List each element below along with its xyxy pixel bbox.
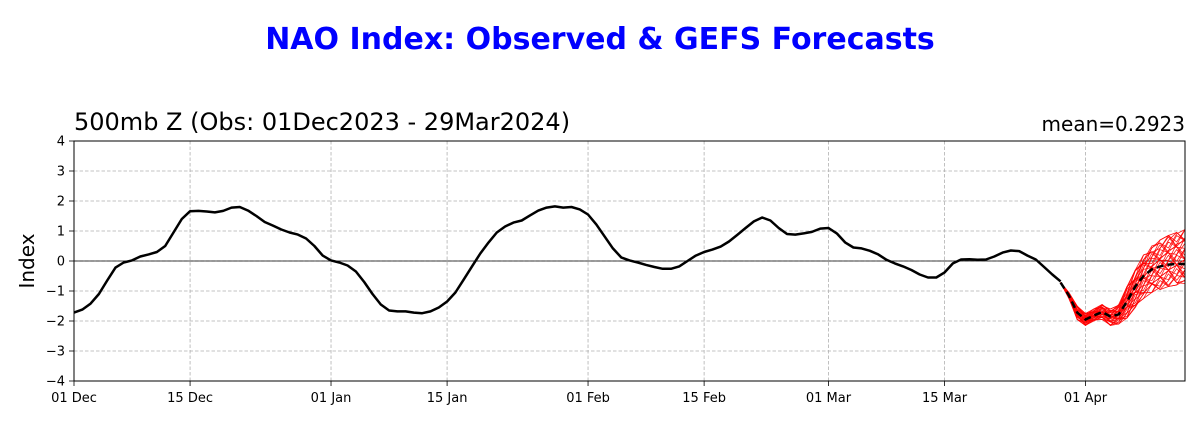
y-tick-label: 0 xyxy=(57,255,65,270)
chart-subtitle: 500mb Z (Obs: 01Dec2023 - 29Mar2024) xyxy=(74,108,571,136)
y-tick-label: −4 xyxy=(46,375,65,390)
y-tick-label: −3 xyxy=(46,345,65,360)
y-axis-label: Index xyxy=(15,233,39,288)
observed-line xyxy=(73,205,1062,315)
axes-layer: −4 −3 −2 −1 0 1 2 3 4 01 Dec 15 Dec 01 Jan 15 Jan 01 … xyxy=(46,135,1186,406)
x-tick-label: 15 Dec xyxy=(167,391,213,406)
x-tick-label: 01 Feb xyxy=(566,391,610,406)
ensemble-members xyxy=(1060,229,1186,327)
y-tick-label: 2 xyxy=(57,195,65,210)
plot-frame xyxy=(73,140,1186,382)
x-tick-label: 01 Dec xyxy=(51,391,97,406)
x-tick-label: 15 Jan xyxy=(427,391,468,406)
x-tick-label: 01 Jan xyxy=(311,391,352,406)
ensemble-mean-line xyxy=(1059,262,1185,321)
ensemble-member-line xyxy=(1060,229,1186,317)
series-layer xyxy=(73,205,1185,321)
x-tick-label: 15 Mar xyxy=(922,391,968,406)
figure-suptitle: NAO Index: Observed & GEFS Forecasts xyxy=(265,22,935,57)
x-tick-label: 15 Feb xyxy=(682,391,726,406)
mean-label: mean=0.2923 xyxy=(1041,112,1185,136)
ensemble-member-line xyxy=(1060,232,1186,314)
x-tick-label: 01 Apr xyxy=(1064,391,1108,406)
y-tick-label: −2 xyxy=(46,315,65,330)
y-tick-label: 1 xyxy=(57,225,65,240)
x-tick-label: 01 Mar xyxy=(806,391,852,406)
y-tick-label: −1 xyxy=(46,285,65,300)
y-tick-label: 3 xyxy=(57,165,65,180)
y-tick-label: 4 xyxy=(57,135,65,150)
